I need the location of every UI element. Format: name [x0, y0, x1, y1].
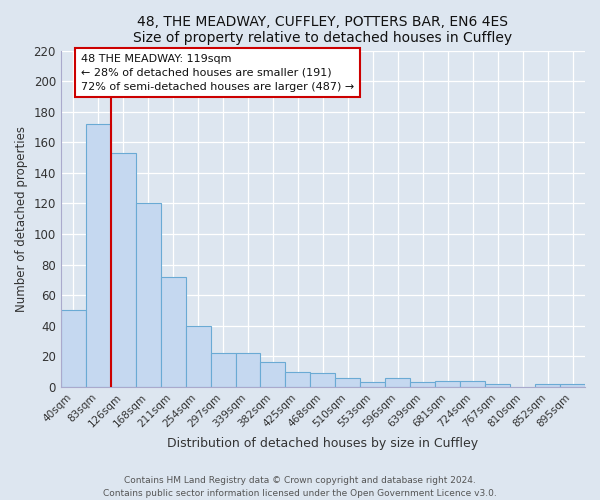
Bar: [335, 378, 361, 387]
Bar: [111, 153, 136, 387]
Bar: [435, 381, 460, 387]
Bar: [136, 204, 161, 387]
Bar: [61, 310, 86, 387]
Bar: [361, 382, 385, 387]
Bar: [286, 372, 310, 387]
Bar: [535, 384, 560, 387]
Bar: [410, 382, 435, 387]
Bar: [86, 124, 111, 387]
Bar: [260, 362, 286, 387]
X-axis label: Distribution of detached houses by size in Cuffley: Distribution of detached houses by size …: [167, 437, 478, 450]
Title: 48, THE MEADWAY, CUFFLEY, POTTERS BAR, EN6 4ES
Size of property relative to deta: 48, THE MEADWAY, CUFFLEY, POTTERS BAR, E…: [133, 15, 512, 45]
Bar: [485, 384, 510, 387]
Bar: [385, 378, 410, 387]
Bar: [236, 354, 260, 387]
Bar: [161, 277, 185, 387]
Bar: [310, 373, 335, 387]
Bar: [460, 381, 485, 387]
Bar: [185, 326, 211, 387]
Bar: [560, 384, 585, 387]
Text: 48 THE MEADWAY: 119sqm
← 28% of detached houses are smaller (191)
72% of semi-de: 48 THE MEADWAY: 119sqm ← 28% of detached…: [81, 54, 354, 92]
Text: Contains HM Land Registry data © Crown copyright and database right 2024.
Contai: Contains HM Land Registry data © Crown c…: [103, 476, 497, 498]
Y-axis label: Number of detached properties: Number of detached properties: [15, 126, 28, 312]
Bar: [211, 354, 236, 387]
